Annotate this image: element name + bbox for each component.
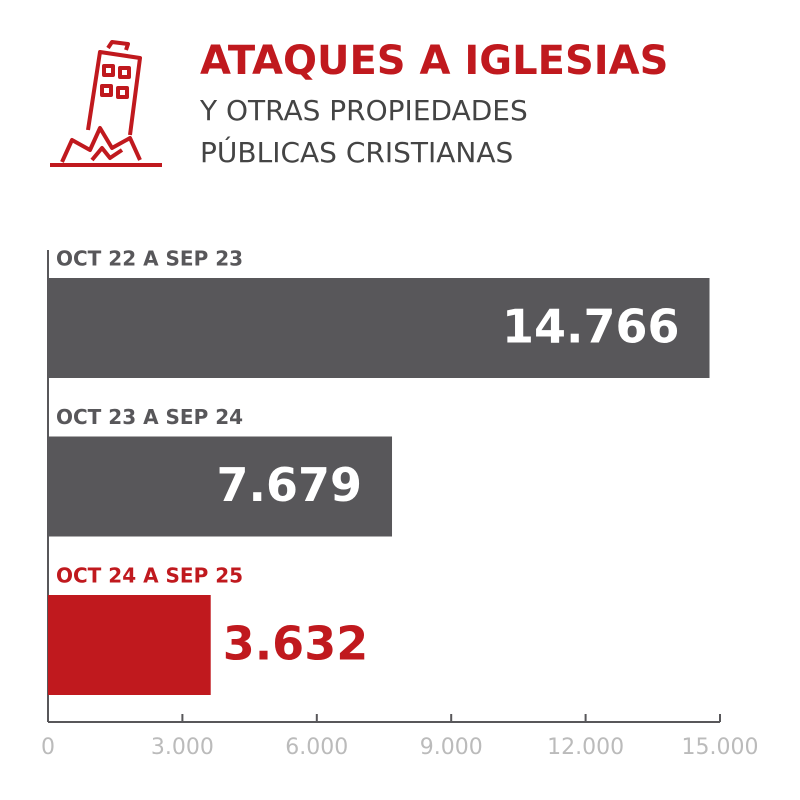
x-tick-label: 3.000	[151, 735, 214, 760]
x-tick-label: 15.000	[682, 735, 759, 760]
bar	[48, 278, 710, 378]
x-tick-label: 9.000	[420, 735, 483, 760]
category-label: OCT 24 A SEP 25	[56, 564, 243, 588]
bar	[48, 436, 393, 537]
chart-subtitle: Y OTRAS PROPIEDADES	[199, 94, 528, 127]
chart-title: ATAQUES A IGLESIAS	[200, 38, 668, 84]
bar	[48, 595, 211, 695]
icon	[50, 40, 162, 167]
value-label: 14.766	[502, 300, 680, 354]
value-label: 7.679	[217, 458, 363, 512]
category-label: OCT 23 A SEP 24	[56, 405, 243, 429]
chart-subtitle: PÚBLICAS CRISTIANAS	[200, 135, 513, 169]
x-tick-label: 6.000	[285, 735, 348, 760]
category-label: OCT 22 A SEP 23	[56, 247, 243, 271]
x-tick-label: 0	[41, 735, 55, 760]
x-tick-label: 12.000	[547, 735, 624, 760]
value-label: 3.632	[223, 617, 369, 671]
